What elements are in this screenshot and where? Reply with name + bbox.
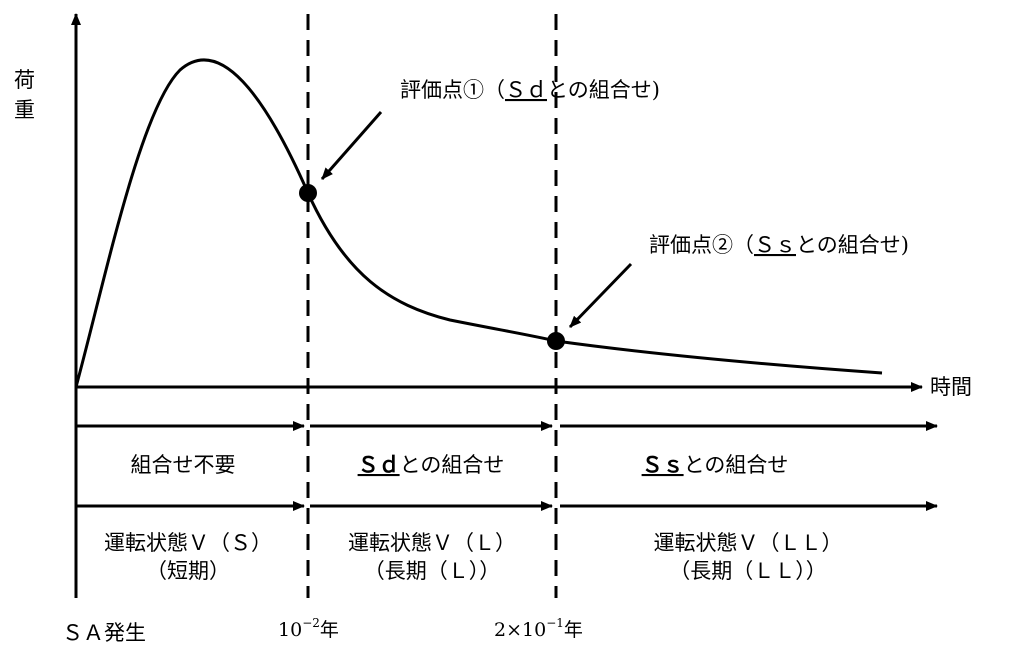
evaluation-point-1-prefix: 評価点①（ [400,78,505,102]
evaluation-point-2-suffix: との組合せ) [796,233,909,257]
period1-combination-label: 組合せ不要 [131,453,236,477]
period1-state-line1: 運転状態Ｖ（Ｓ） [104,531,272,555]
period3-key: Ｓｓ [642,452,684,477]
time-marker-2: 2×10−1年 [494,616,583,641]
time-marker-start: ＳＡ発生 [62,621,146,645]
period2-state-line1: 運転状態Ｖ（Ｌ） [348,531,516,555]
time-marker-2-exp: −1 [546,616,564,630]
period3-suffix: との組合せ [684,453,789,477]
evaluation-point-2-label: 評価点②（Ｓｓとの組合せ) [649,233,909,257]
evaluation-point-2-dot [547,332,565,350]
y-axis-label-line2: 重 [14,98,35,122]
evaluation-point-1-key: Ｓｄ [505,78,547,102]
evaluation-point-2-prefix: 評価点②（ [649,233,754,257]
period3-state-line2: （長期（ＬＬ）） [669,559,827,583]
evaluation-point-1-label: 評価点①（Ｓｄとの組合せ) [400,78,660,102]
period2-combination-label: Ｓｄとの組合せ [358,452,505,477]
evaluation-point-1-dot [299,184,317,202]
time-marker-1-exp: −2 [302,616,320,630]
time-marker-1-base: 10 [278,619,302,641]
evaluation-point-1-pointer [320,111,383,180]
load-curve [74,58,883,388]
time-marker-2-base: 2×10 [494,619,546,641]
period3-combination-label: Ｓｓとの組合せ [642,452,789,477]
period3-state-line1: 運転状態Ｖ（ＬＬ） [654,531,843,555]
time-marker-1: 10−2年 [278,616,339,641]
x-axis-label: 時間 [930,375,972,399]
time-marker-2-unit: 年 [564,619,583,641]
period1-state-line2: （短期） [146,559,230,583]
period2-key: Ｓｄ [358,452,400,477]
period2-state-line2: （長期（Ｌ）） [364,559,501,583]
y-axis-label-line1: 荷 [14,68,35,92]
evaluation-point-1-suffix: との組合せ) [547,78,660,102]
time-marker-1-unit: 年 [320,619,339,641]
evaluation-point-2-pointer [568,262,633,329]
evaluation-point-2-key: Ｓｓ [754,233,796,257]
period2-suffix: との組合せ [400,453,505,477]
